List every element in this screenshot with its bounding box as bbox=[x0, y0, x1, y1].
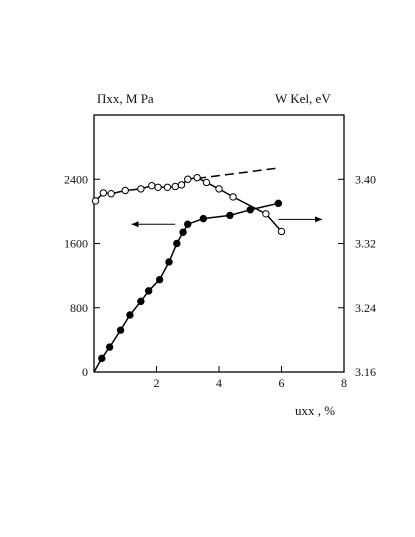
stress-curve-line bbox=[93, 202, 279, 373]
arrows bbox=[131, 216, 323, 228]
y-left-tick-label: 1600 bbox=[64, 237, 88, 251]
y-right-tick-label: 3.40 bbox=[355, 172, 376, 186]
stress-data-point bbox=[137, 297, 145, 306]
energy-data-point bbox=[262, 210, 270, 218]
series-points bbox=[91, 173, 286, 363]
stress-data-point bbox=[165, 258, 173, 266]
plot-frame bbox=[93, 114, 345, 373]
y-right-tick-label: 3.16 bbox=[355, 365, 376, 379]
series-lines bbox=[93, 167, 283, 373]
x-tick-label: 2 bbox=[154, 376, 160, 390]
y-left-tick-label: 800 bbox=[70, 301, 88, 315]
energy-data-point bbox=[91, 197, 100, 205]
y-left-tick-label: 2400 bbox=[64, 172, 88, 186]
energy-data-point bbox=[229, 193, 237, 201]
stress-data-point bbox=[226, 211, 234, 220]
energy-data-point bbox=[148, 181, 156, 190]
energy-data-point bbox=[99, 189, 108, 197]
y-right-tick-label: 3.24 bbox=[355, 301, 376, 315]
stress-data-point bbox=[173, 239, 181, 248]
x-tick-label: 6 bbox=[279, 376, 285, 390]
energy-data-point bbox=[163, 183, 172, 191]
energy-data-point bbox=[202, 178, 211, 187]
energy-data-point bbox=[193, 173, 201, 182]
left-axis-arrow-head bbox=[131, 221, 139, 228]
stress-data-point bbox=[184, 220, 192, 228]
energy-data-point bbox=[121, 186, 129, 195]
x-tick-label: 4 bbox=[216, 376, 222, 390]
y-left-axis-title: Πxx, M Pa bbox=[97, 91, 154, 106]
stress-data-point bbox=[144, 287, 153, 295]
stress-data-point bbox=[126, 311, 134, 319]
dashed-extrapolation-line bbox=[197, 167, 279, 180]
stress-data-point bbox=[246, 206, 254, 214]
energy-data-point bbox=[107, 190, 115, 198]
energy-data-point bbox=[137, 185, 145, 193]
x-tick-label: 8 bbox=[341, 376, 347, 390]
stress-data-point bbox=[116, 326, 125, 334]
stress-data-point bbox=[199, 214, 208, 223]
x-axis-title: uxx , % bbox=[295, 403, 335, 418]
y-left-tick-label: 0 bbox=[82, 365, 88, 379]
stress-data-point bbox=[105, 343, 114, 351]
tick-labels: 2 4 6 8 0 800 1600 2400 3.16 3.24 3.32 3.40 bbox=[64, 172, 376, 390]
energy-data-point bbox=[171, 182, 179, 191]
y-right-axis-title: W Kel, eV bbox=[275, 91, 331, 106]
energy-data-point bbox=[215, 185, 223, 193]
stress-data-point bbox=[274, 199, 283, 208]
stress-data-point bbox=[155, 275, 164, 284]
stress-data-point bbox=[179, 228, 187, 236]
stress-data-point bbox=[98, 354, 106, 363]
energy-data-point bbox=[154, 183, 162, 191]
energy-data-point bbox=[184, 175, 192, 183]
energy-data-point bbox=[277, 227, 286, 236]
right-axis-arrow-head bbox=[315, 216, 323, 223]
y-right-tick-label: 3.32 bbox=[355, 237, 376, 251]
energy-data-point bbox=[177, 181, 186, 189]
axis-ticks bbox=[94, 178, 345, 373]
